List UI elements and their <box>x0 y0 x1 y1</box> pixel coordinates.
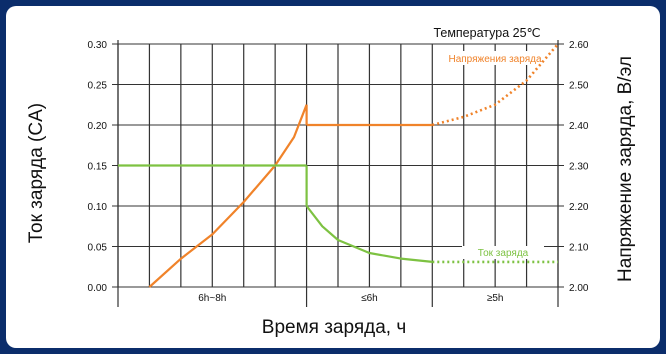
annotation-backdrop <box>420 27 556 41</box>
phase-label: 6h~8h <box>198 293 226 304</box>
chart-frame <box>6 6 660 348</box>
y-tick-label-left: 0.15 <box>88 162 108 173</box>
y-tick-label-right: 2.10 <box>569 243 589 254</box>
y-axis-right-label: Напряжение заряда, В/эл <box>615 56 636 282</box>
y-tick-label-left: 0.25 <box>88 81 108 92</box>
temperature-annotation: Температура 25℃ <box>433 26 540 40</box>
current-label-backdrop <box>462 246 544 259</box>
phase-label: ≤6h <box>361 293 378 304</box>
voltage-label-backdrop <box>442 51 550 65</box>
y-tick-label-right: 2.40 <box>569 121 589 132</box>
y-axis-left-label: Ток заряда (CA) <box>26 103 47 243</box>
y-tick-label-right: 2.50 <box>569 81 589 92</box>
y-tick-label-left: 0.30 <box>88 40 108 51</box>
voltage-series-line <box>431 43 559 127</box>
y-tick-label-right: 2.20 <box>569 202 589 213</box>
chart-grid <box>112 27 564 288</box>
current-series-label: Ток заряда <box>478 248 529 259</box>
chart-series <box>118 43 559 288</box>
voltage-series-label: Напряжения заряда <box>448 54 541 65</box>
current-series-line <box>305 205 433 263</box>
y-tick-label-right: 2.60 <box>569 40 589 51</box>
phase-label: ≥5h <box>487 293 504 304</box>
chart-labels: Температура 25℃ Время заряда, ч Ток заря… <box>26 26 636 338</box>
y-tick-label-left: 0.05 <box>88 243 108 254</box>
voltage-series-line <box>148 104 308 288</box>
y-tick-label-left: 0.20 <box>88 121 108 132</box>
y-tick-label-right: 2.30 <box>569 162 589 173</box>
y-tick-label-left: 0.00 <box>88 283 108 294</box>
y-tick-label-right: 2.00 <box>569 283 589 294</box>
y-tick-label-left: 0.10 <box>88 202 108 213</box>
x-axis-label: Время заряда, ч <box>262 317 406 338</box>
